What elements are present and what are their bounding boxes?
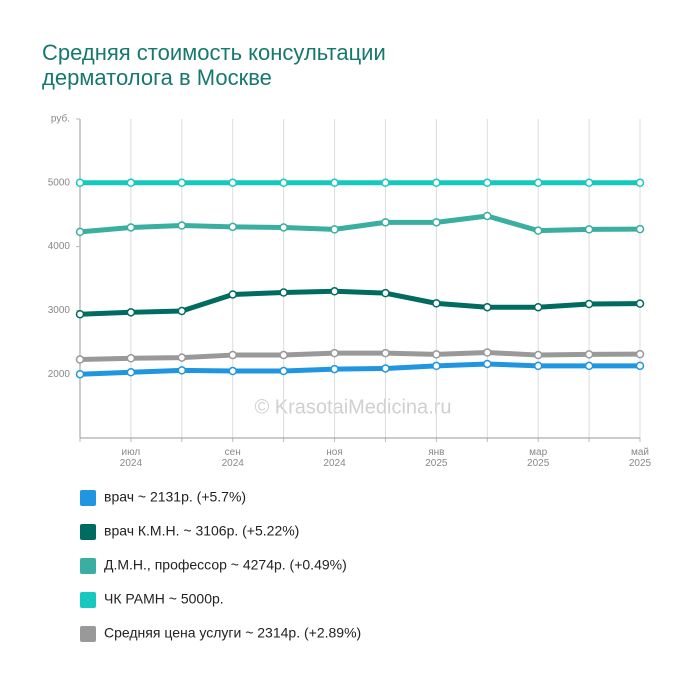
data-point [126, 354, 136, 363]
legend-swatch [80, 558, 96, 574]
x-tick-label: сен 2024 [222, 447, 245, 469]
watermark: © KrasotaiMedicina.ru [254, 396, 451, 418]
x-tick-label: мар 2025 [527, 447, 550, 469]
legend-swatch [80, 626, 96, 642]
data-point [533, 178, 543, 188]
x-tick-label: май 2025 [629, 447, 652, 469]
data-point [126, 308, 136, 317]
data-point [584, 350, 594, 359]
data-point [483, 211, 492, 221]
chart-title: Средняя стоимость консультации дерматоло… [42, 40, 386, 90]
data-point [584, 299, 594, 309]
data-point [483, 359, 492, 369]
legend-label: Средняя цена услуги ~ 2314р. (+2.89%) [104, 625, 361, 641]
data-point [432, 361, 441, 371]
data-point [584, 225, 594, 234]
x-tick-label: ноя 2024 [323, 447, 346, 469]
data-point [533, 302, 543, 312]
data-point [635, 361, 645, 371]
data-point [330, 225, 339, 234]
legend-label: ЧК РАМН ~ 5000р. [104, 591, 224, 607]
y-tick-label: 2000 [48, 369, 71, 380]
legend-label: врач К.М.Н. ~ 3106р. (+5.22%) [104, 523, 299, 539]
data-point [75, 355, 85, 364]
data-point [381, 288, 390, 298]
data-point [381, 178, 390, 188]
legend-label: Д.М.Н., профессор ~ 4274р. (+0.49%) [104, 557, 347, 573]
data-point [483, 302, 492, 312]
data-point [177, 353, 187, 362]
data-point [177, 306, 187, 316]
data-point [228, 222, 237, 232]
data-point [483, 178, 492, 188]
legend-swatch [80, 524, 96, 540]
data-point [279, 288, 288, 297]
data-point [483, 348, 492, 357]
data-point [533, 361, 543, 371]
y-tick-label: 3000 [48, 305, 71, 316]
data-point [75, 309, 85, 319]
series-line [77, 350, 643, 363]
data-point [635, 299, 645, 308]
data-point [432, 178, 441, 188]
data-point [75, 227, 85, 237]
data-point [126, 223, 136, 232]
data-point [584, 178, 594, 188]
data-point [228, 350, 237, 360]
data-point [432, 299, 441, 308]
legend-swatch [80, 490, 96, 506]
y-tick-label: 5000 [48, 177, 71, 188]
data-point [330, 178, 339, 188]
data-point [228, 178, 237, 188]
x-tick-label: июл 2024 [120, 447, 143, 469]
x-tick-label: янв 2025 [425, 447, 448, 469]
legend-label: врач ~ 2131р. (+5.7%) [104, 489, 246, 505]
series-line [77, 213, 643, 235]
data-point [381, 364, 390, 373]
data-point [584, 361, 594, 371]
legend-swatch [80, 592, 96, 608]
data-point [177, 178, 187, 188]
data-point [126, 178, 136, 188]
data-point [228, 366, 237, 376]
data-point [279, 178, 288, 188]
data-point [635, 224, 645, 234]
data-point [75, 369, 85, 379]
series-line [77, 361, 643, 377]
data-point [533, 350, 543, 360]
data-point [432, 218, 441, 227]
data-point [533, 226, 543, 235]
data-point [432, 350, 441, 359]
data-point [635, 349, 645, 359]
data-point [279, 366, 288, 376]
data-point [635, 178, 645, 188]
data-point [177, 221, 187, 230]
data-point [228, 290, 237, 299]
y-tick-label: 4000 [48, 241, 71, 252]
data-point [330, 364, 339, 374]
data-point [177, 366, 187, 375]
data-point [279, 223, 288, 232]
data-point [330, 287, 339, 296]
data-point [330, 348, 339, 358]
data-point [279, 350, 288, 360]
data-point [381, 218, 390, 227]
series-line [77, 288, 643, 317]
data-point [75, 178, 85, 188]
data-point [381, 348, 390, 358]
data-point [126, 368, 136, 377]
y-tick-label: руб. [51, 113, 70, 125]
